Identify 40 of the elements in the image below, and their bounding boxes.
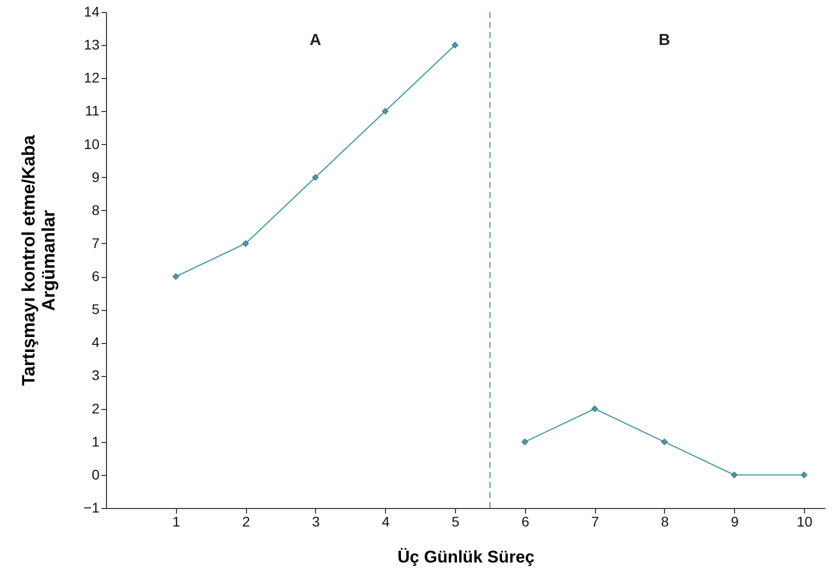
y-tick-label: −1: [84, 500, 100, 516]
y-tick-label: 9: [92, 168, 100, 185]
point: [452, 42, 458, 48]
point: [312, 174, 319, 181]
point: [242, 240, 249, 247]
x-tick-label: 3: [312, 514, 320, 530]
y-tick-label: 6: [92, 268, 100, 284]
annotation: B: [658, 32, 670, 49]
y-tick-label: 10: [84, 136, 100, 152]
x-tick-label: 7: [591, 514, 600, 530]
x-tick-label: 10: [796, 514, 813, 530]
y-tick-label: 2: [92, 400, 100, 416]
point: [522, 438, 528, 446]
y-tick-label: 13: [84, 36, 100, 53]
y-tick-label: 1: [92, 433, 100, 450]
x-tick-label: 2: [242, 514, 250, 530]
point: [661, 438, 668, 446]
point: [591, 406, 598, 412]
x-tick-label: 1: [172, 514, 180, 530]
y-tick-label: 12: [84, 70, 100, 86]
x-tick-label: 9: [730, 514, 739, 530]
y-tick-label: 14: [84, 4, 100, 20]
x-tick-label: 4: [382, 514, 390, 530]
point: [172, 273, 180, 280]
annotation: A: [310, 32, 322, 49]
x-tick-label: 5: [452, 514, 460, 530]
y-tick-label: 5: [92, 301, 100, 318]
y-axis-title: Tartışmayı kontrol etme/Kaba Argümanlar: [18, 134, 59, 386]
x-tick-label: 8: [661, 514, 670, 530]
y-tick-label: 0: [92, 466, 100, 482]
x-tick-label: 6: [521, 514, 530, 530]
y-tick-label: 4: [92, 334, 100, 350]
x-axis-title: Üç Günlük Süreç: [398, 548, 534, 566]
point: [730, 472, 738, 478]
y-tick-label: 11: [84, 102, 100, 119]
point: [382, 108, 388, 114]
point: [800, 472, 808, 478]
y-tick-label: 8: [92, 202, 100, 218]
y-tick-label: 3: [92, 367, 100, 384]
y-tick-label: 7: [92, 234, 100, 251]
